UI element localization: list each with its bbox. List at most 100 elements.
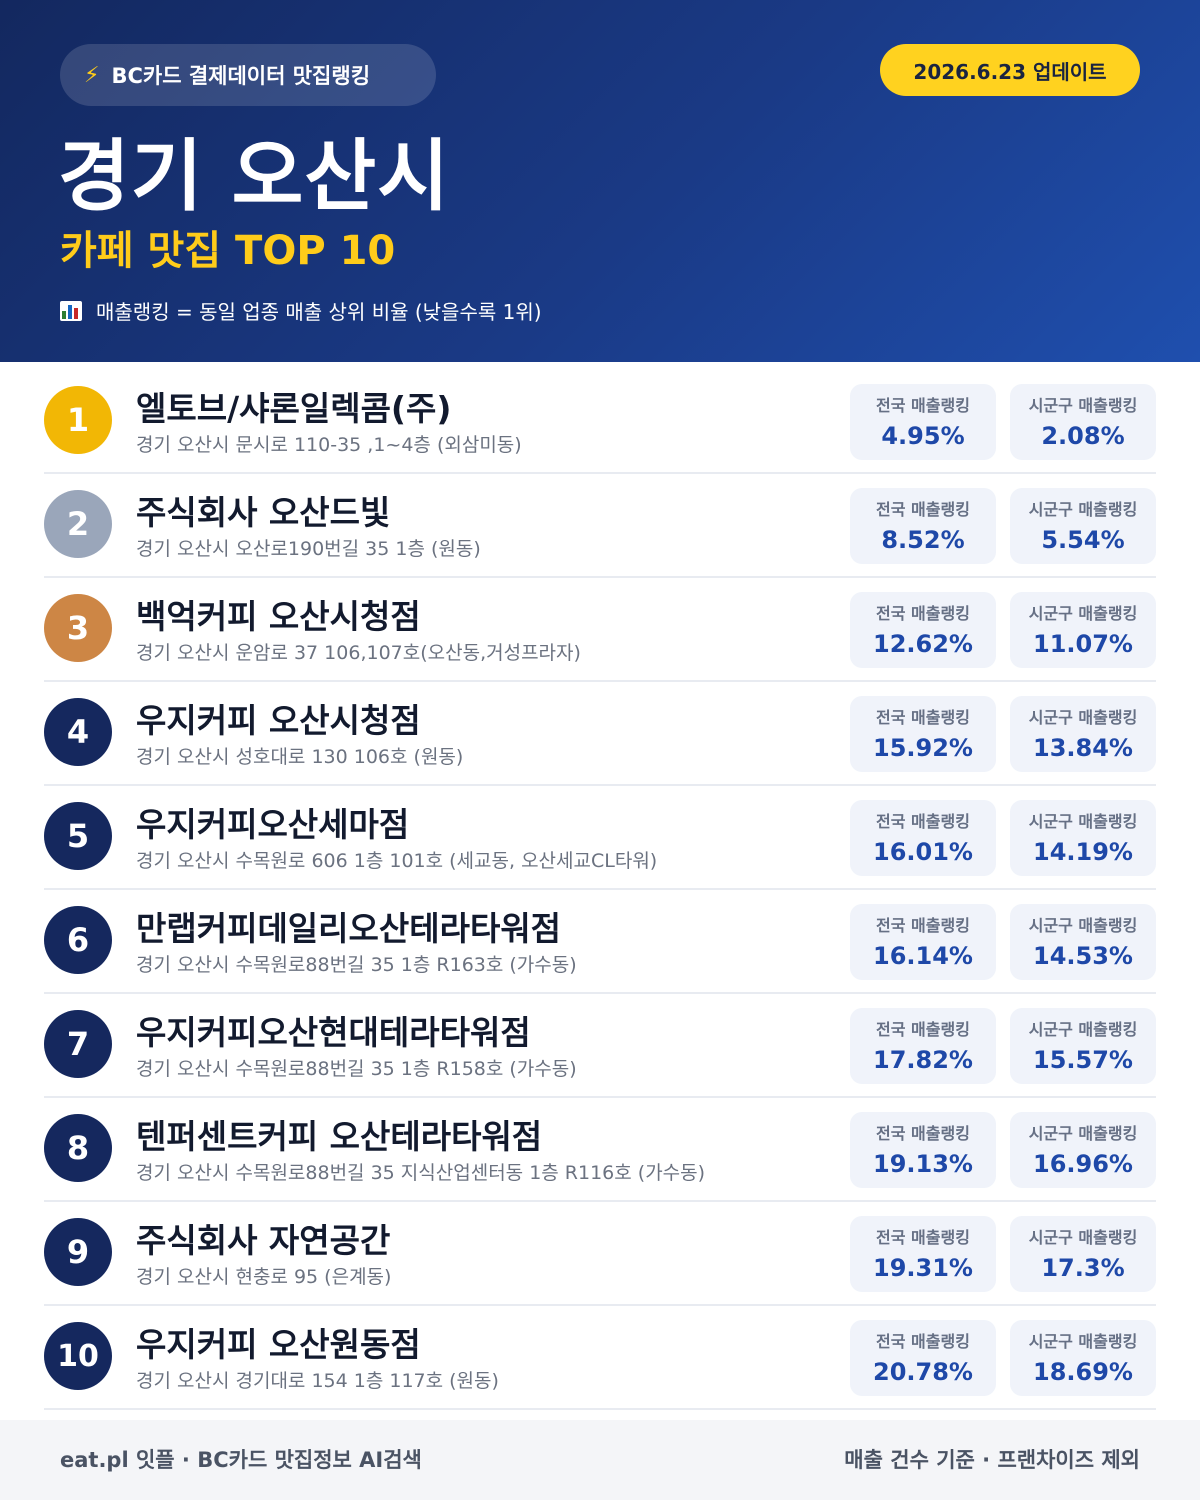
national-ranking-value: 17.82% (873, 1046, 973, 1074)
rank-badge: 7 (44, 1010, 112, 1078)
update-badge: 2026.6.23 업데이트 (880, 44, 1140, 96)
rank-badge: 2 (44, 490, 112, 558)
local-ranking-value: 14.53% (1033, 942, 1133, 970)
local-ranking-card: 시군구 매출랭킹 14.19% (1010, 800, 1156, 876)
shop-name: 텐퍼센트커피 오산테라타워점 (136, 1117, 543, 1156)
shop-name: 만랩커피데일리오산테라타워점 (136, 909, 562, 948)
national-ranking-value: 15.92% (873, 734, 973, 762)
local-ranking-label: 시군구 매출랭킹 (1028, 1332, 1138, 1351)
ranking-row[interactable]: 1 엘토브/샤론일렉콤(주) 경기 오산시 문시로 110-35 ,1~4층 (… (44, 370, 1156, 474)
national-ranking-value: 4.95% (881, 422, 965, 450)
header-banner: ⚡ BC카드 결제데이터 맛집랭킹 2026.6.23 업데이트 경기 오산시 … (0, 0, 1200, 362)
national-ranking-label: 전국 매출랭킹 (876, 1020, 970, 1039)
shop-address: 경기 오산시 수목원로88번길 35 1층 R163호 (가수동) (136, 954, 577, 976)
category-title: 카페 맛집 TOP 10 (60, 228, 396, 274)
ranking-row[interactable]: 8 텐퍼센트커피 오산테라타워점 경기 오산시 수목원로88번길 35 지식산업… (44, 1098, 1156, 1202)
national-ranking-value: 16.14% (873, 942, 973, 970)
local-ranking-card: 시군구 매출랭킹 13.84% (1010, 696, 1156, 772)
lightning-icon: ⚡ (84, 62, 100, 88)
national-ranking-card: 전국 매출랭킹 19.31% (850, 1216, 996, 1292)
local-ranking-value: 5.54% (1041, 526, 1125, 554)
rank-badge: 10 (44, 1322, 112, 1390)
shop-name: 백억커피 오산시청점 (136, 597, 421, 636)
local-ranking-value: 16.96% (1033, 1150, 1133, 1178)
rank-badge: 4 (44, 698, 112, 766)
local-ranking-card: 시군구 매출랭킹 15.57% (1010, 1008, 1156, 1084)
local-ranking-card: 시군구 매출랭킹 18.69% (1010, 1320, 1156, 1396)
local-ranking-label: 시군구 매출랭킹 (1028, 916, 1138, 935)
local-ranking-card: 시군구 매출랭킹 11.07% (1010, 592, 1156, 668)
brand-label: BC카드 결제데이터 맛집랭킹 (111, 64, 371, 88)
national-ranking-card: 전국 매출랭킹 19.13% (850, 1112, 996, 1188)
ranking-row[interactable]: 6 만랩커피데일리오산테라타워점 경기 오산시 수목원로88번길 35 1층 R… (44, 890, 1156, 994)
national-ranking-label: 전국 매출랭킹 (876, 604, 970, 623)
shop-name: 우지커피오산현대테라타워점 (136, 1013, 531, 1052)
footer: eat.pl 잇플 · BC카드 맛집정보 AI검색 매출 건수 기준 · 프랜… (0, 1420, 1200, 1500)
national-ranking-label: 전국 매출랭킹 (876, 396, 970, 415)
local-ranking-value: 14.19% (1033, 838, 1133, 866)
page-title: 경기 오산시 (58, 132, 450, 222)
shop-address: 경기 오산시 성호대로 130 106호 (원동) (136, 746, 464, 768)
local-ranking-value: 13.84% (1033, 734, 1133, 762)
shop-address: 경기 오산시 현충로 95 (은계동) (136, 1266, 392, 1288)
national-ranking-label: 전국 매출랭킹 (876, 1228, 970, 1247)
ranking-row[interactable]: 3 백억커피 오산시청점 경기 오산시 운암로 37 106,107호(오산동,… (44, 578, 1156, 682)
national-ranking-card: 전국 매출랭킹 15.92% (850, 696, 996, 772)
national-ranking-card: 전국 매출랭킹 4.95% (850, 384, 996, 460)
national-ranking-value: 16.01% (873, 838, 973, 866)
rank-badge: 9 (44, 1218, 112, 1286)
shop-address: 경기 오산시 오산로190번길 35 1층 (원동) (136, 538, 481, 560)
ranking-row[interactable]: 10 우지커피 오산원동점 경기 오산시 경기대로 154 1층 117호 (원… (44, 1306, 1156, 1410)
shop-name: 우지커피오산세마점 (136, 805, 410, 844)
ranking-note-text: 매출랭킹 = 동일 업종 매출 상위 비율 (낮을수록 1위) (96, 300, 542, 324)
local-ranking-value: 17.3% (1041, 1254, 1125, 1282)
shop-name: 우지커피 오산원동점 (136, 1325, 421, 1364)
rank-badge: 1 (44, 386, 112, 454)
ranking-row[interactable]: 2 주식회사 오산드빛 경기 오산시 오산로190번길 35 1층 (원동) 전… (44, 474, 1156, 578)
local-ranking-label: 시군구 매출랭킹 (1028, 1124, 1138, 1143)
footer-source: eat.pl 잇플 · BC카드 맛집정보 AI검색 (60, 1448, 422, 1472)
ranking-row[interactable]: 5 우지커피오산세마점 경기 오산시 수목원로 606 1층 101호 (세교동… (44, 786, 1156, 890)
shop-name: 주식회사 자연공간 (136, 1221, 391, 1260)
local-ranking-label: 시군구 매출랭킹 (1028, 500, 1138, 519)
local-ranking-card: 시군구 매출랭킹 14.53% (1010, 904, 1156, 980)
national-ranking-label: 전국 매출랭킹 (876, 812, 970, 831)
brand-pill: ⚡ BC카드 결제데이터 맛집랭킹 (60, 44, 436, 106)
rank-badge: 8 (44, 1114, 112, 1182)
bar-chart-icon (60, 300, 82, 321)
shop-name: 주식회사 오산드빛 (136, 493, 391, 532)
local-ranking-label: 시군구 매출랭킹 (1028, 812, 1138, 831)
national-ranking-card: 전국 매출랭킹 16.14% (850, 904, 996, 980)
local-ranking-card: 시군구 매출랭킹 16.96% (1010, 1112, 1156, 1188)
footer-criteria: 매출 건수 기준 · 프랜차이즈 제외 (844, 1448, 1140, 1472)
rank-badge: 6 (44, 906, 112, 974)
shop-address: 경기 오산시 경기대로 154 1층 117호 (원동) (136, 1370, 499, 1392)
shop-name: 엘토브/샤론일렉콤(주) (136, 389, 452, 428)
national-ranking-value: 19.13% (873, 1150, 973, 1178)
national-ranking-value: 20.78% (873, 1358, 973, 1386)
national-ranking-label: 전국 매출랭킹 (876, 708, 970, 727)
shop-address: 경기 오산시 문시로 110-35 ,1~4층 (외삼미동) (136, 434, 522, 456)
shop-name: 우지커피 오산시청점 (136, 701, 421, 740)
shop-address: 경기 오산시 수목원로88번길 35 지식산업센터동 1층 R116호 (가수동… (136, 1162, 706, 1184)
local-ranking-value: 18.69% (1033, 1358, 1133, 1386)
local-ranking-label: 시군구 매출랭킹 (1028, 396, 1138, 415)
national-ranking-card: 전국 매출랭킹 17.82% (850, 1008, 996, 1084)
local-ranking-card: 시군구 매출랭킹 17.3% (1010, 1216, 1156, 1292)
national-ranking-card: 전국 매출랭킹 16.01% (850, 800, 996, 876)
local-ranking-value: 2.08% (1041, 422, 1125, 450)
ranking-row[interactable]: 4 우지커피 오산시청점 경기 오산시 성호대로 130 106호 (원동) 전… (44, 682, 1156, 786)
local-ranking-label: 시군구 매출랭킹 (1028, 708, 1138, 727)
local-ranking-label: 시군구 매출랭킹 (1028, 1228, 1138, 1247)
ranking-row[interactable]: 9 주식회사 자연공간 경기 오산시 현충로 95 (은계동) 전국 매출랭킹 … (44, 1202, 1156, 1306)
national-ranking-card: 전국 매출랭킹 8.52% (850, 488, 996, 564)
national-ranking-label: 전국 매출랭킹 (876, 916, 970, 935)
rank-badge: 5 (44, 802, 112, 870)
national-ranking-value: 19.31% (873, 1254, 973, 1282)
national-ranking-value: 12.62% (873, 630, 973, 658)
local-ranking-value: 15.57% (1033, 1046, 1133, 1074)
local-ranking-card: 시군구 매출랭킹 2.08% (1010, 384, 1156, 460)
national-ranking-label: 전국 매출랭킹 (876, 500, 970, 519)
ranking-row[interactable]: 7 우지커피오산현대테라타워점 경기 오산시 수목원로88번길 35 1층 R1… (44, 994, 1156, 1098)
national-ranking-label: 전국 매출랭킹 (876, 1332, 970, 1351)
